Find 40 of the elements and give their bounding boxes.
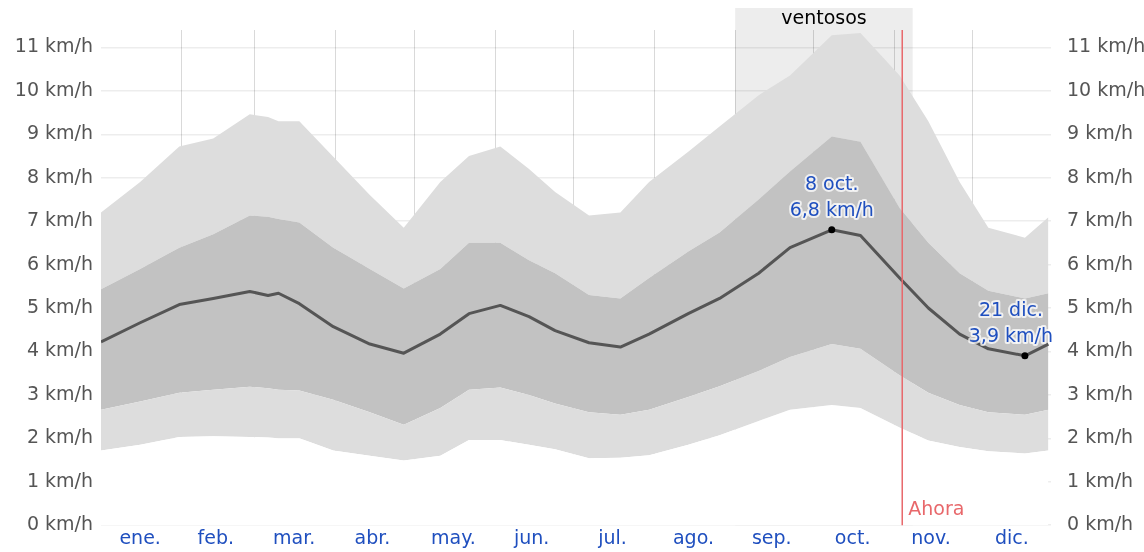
y2-tick-label: 7 km/h [1067, 208, 1134, 231]
x-tick-label: nov. [911, 525, 951, 548]
y2-tick-label: 2 km/h [1067, 425, 1134, 448]
y-tick-label: 0 km/h [26, 512, 93, 535]
x-tick-label: jul. [597, 525, 627, 548]
annotation: 8 oct. 6,8 km/h [789, 171, 874, 220]
y-tick-label: 3 km/h [26, 381, 93, 404]
x-tick-label: abr. [354, 525, 391, 548]
y-tick-label: 7 km/h [26, 208, 93, 231]
y-tick-label: 5 km/h [26, 294, 93, 317]
y2-tick-label: 11 km/h [1067, 34, 1144, 57]
x-tick-label: sep. [751, 525, 792, 548]
y2-tick-label: 0 km/h [1067, 512, 1134, 535]
y2-tick-label: 5 km/h [1067, 294, 1134, 317]
x-tick-label: may. [430, 525, 476, 548]
band-label: ventosos [781, 6, 867, 29]
x-tick-label: ago. [672, 525, 714, 548]
y2-tick-label: 8 km/h [1067, 164, 1134, 187]
y2-tick-label: 9 km/h [1067, 121, 1134, 144]
annotation: 21 dic. 3,9 km/h [968, 297, 1053, 346]
y2-tick-label: 6 km/h [1067, 251, 1134, 274]
x-tick-label: dic. [994, 525, 1029, 548]
y2-tick-label: 3 km/h [1067, 381, 1134, 404]
x-tick-label: mar. [273, 525, 316, 548]
y-tick-label: 8 km/h [26, 164, 93, 187]
x-tick-label: ene. [119, 525, 161, 548]
x-tick-label: oct. [834, 525, 871, 548]
y-tick-label: 11 km/h [14, 34, 93, 57]
y-tick-label: 1 km/h [26, 468, 93, 491]
x-tick-label: jun. [512, 525, 550, 548]
y-tick-label: 9 km/h [26, 121, 93, 144]
y2-tick-label: 1 km/h [1067, 468, 1134, 491]
y-tick-label: 10 km/h [14, 77, 93, 100]
y-tick-label: 2 km/h [26, 425, 93, 448]
x-tick-label: feb. [197, 525, 235, 548]
y-tick-label: 6 km/h [26, 251, 93, 274]
y2-tick-label: 4 km/h [1067, 338, 1134, 361]
ref-line-label: Ahora [908, 496, 965, 519]
y-tick-label: 4 km/h [26, 338, 93, 361]
y2-tick-label: 10 km/h [1067, 77, 1144, 100]
